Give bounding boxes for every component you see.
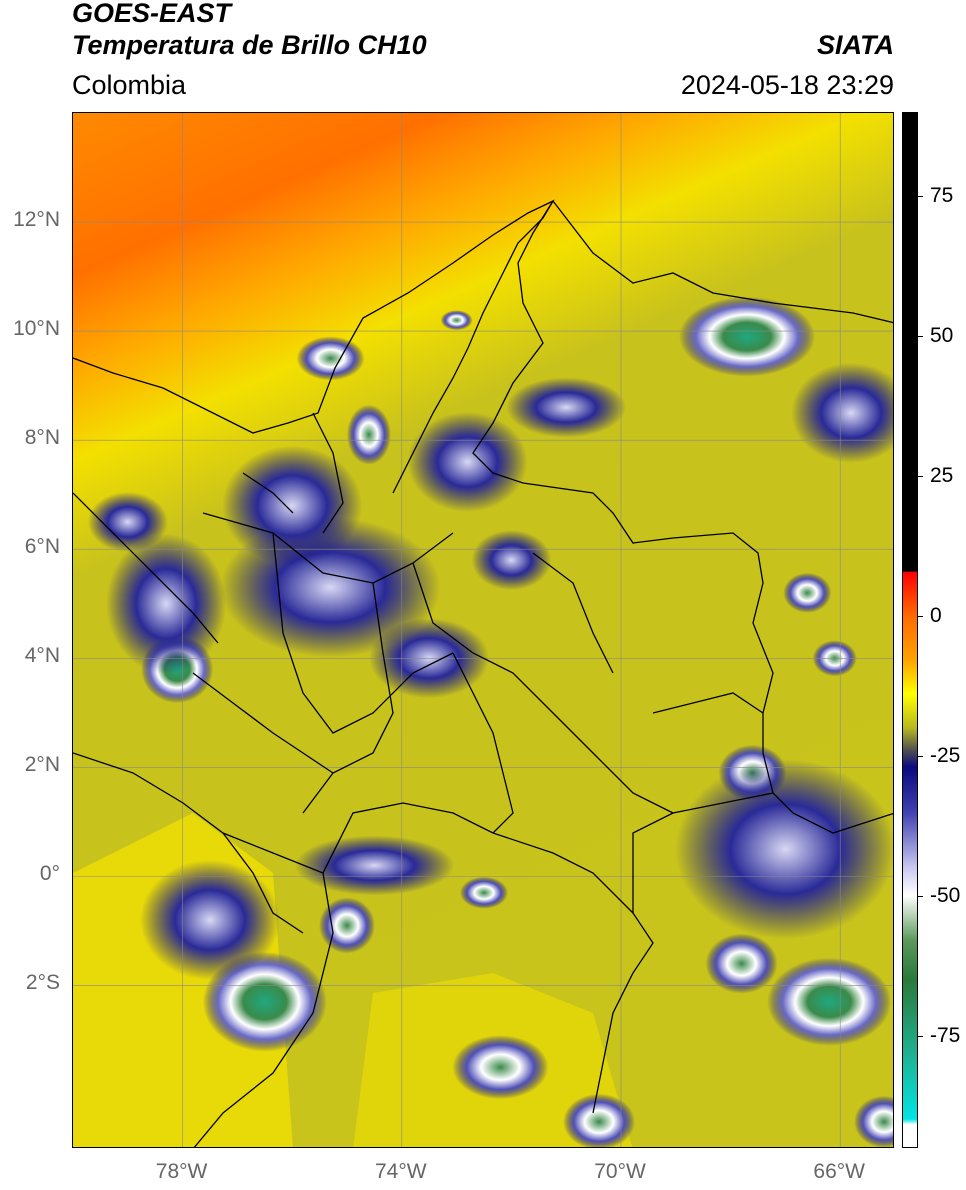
dept-11 bbox=[652, 692, 764, 714]
coastline-caribbean bbox=[73, 199, 555, 494]
cloud-system bbox=[783, 572, 832, 613]
lat-tick-label: 12°N bbox=[13, 208, 60, 232]
dept-10 bbox=[532, 552, 614, 674]
cloud-system bbox=[705, 933, 778, 994]
border-brazil bbox=[592, 792, 893, 1114]
colorbar-tick bbox=[917, 896, 923, 897]
cloud-system bbox=[767, 957, 892, 1046]
region-label: Colombia bbox=[72, 70, 187, 100]
colorbar-tick bbox=[917, 616, 923, 617]
cloud-system bbox=[675, 759, 893, 940]
cloud-system bbox=[140, 859, 280, 980]
dept-3 bbox=[302, 582, 394, 814]
colorbar-tick bbox=[917, 476, 923, 477]
dept-1 bbox=[202, 512, 454, 584]
border-peru bbox=[193, 802, 634, 1147]
cloud-systems bbox=[87, 296, 893, 1147]
colorbar-tick bbox=[917, 756, 923, 757]
cloud-system bbox=[87, 491, 168, 552]
product-subtitle: Temperatura de Brillo CH10 bbox=[72, 30, 427, 60]
cloud-system bbox=[791, 362, 893, 463]
cloud-system bbox=[346, 404, 391, 465]
agency-label: SIATA bbox=[817, 30, 894, 60]
lat-tick-label: 10°N bbox=[13, 317, 60, 341]
cloud-system bbox=[296, 336, 365, 381]
lat-tick-label: 6°N bbox=[24, 535, 60, 559]
colorbar bbox=[902, 112, 918, 1148]
border-ecuador bbox=[73, 752, 324, 874]
colorbar-tick-label: 75 bbox=[930, 184, 954, 207]
lon-tick-label: 70°W bbox=[594, 1160, 646, 1183]
cloud-system bbox=[440, 310, 473, 331]
cloud-system bbox=[679, 296, 816, 377]
lon-tick-label: 74°W bbox=[375, 1160, 427, 1183]
map-canvas bbox=[73, 113, 893, 1147]
cloud-system bbox=[452, 1035, 549, 1100]
lat-tick-label: 8°N bbox=[24, 426, 60, 450]
dept-9 bbox=[222, 832, 304, 934]
dept-4 bbox=[412, 562, 674, 814]
graticule bbox=[73, 113, 893, 1147]
product-title: GOES-EAST bbox=[72, 0, 232, 28]
cloud-system bbox=[460, 876, 508, 909]
colorbar-tick-label: -50 bbox=[930, 884, 961, 907]
colorbar-tick-label: 0 bbox=[930, 604, 942, 627]
lon-tick-label: 66°W bbox=[813, 1160, 865, 1183]
cloud-system bbox=[202, 951, 327, 1052]
cloud-system bbox=[563, 1093, 636, 1147]
timestamp: 2024-05-18 23:29 bbox=[680, 70, 894, 100]
cloud-system bbox=[854, 1095, 893, 1147]
colorbar-tick bbox=[917, 196, 923, 197]
colorbar-tick-label: 25 bbox=[930, 464, 954, 487]
dept-6 bbox=[312, 412, 344, 534]
borders bbox=[73, 199, 893, 1147]
lat-tick-label: 2°N bbox=[24, 753, 60, 777]
dept-2 bbox=[272, 532, 454, 734]
lon-tick-label: 78°W bbox=[155, 1160, 208, 1183]
cloud-system bbox=[471, 530, 552, 591]
dept-5 bbox=[452, 652, 514, 834]
lat-tick-label: 0° bbox=[39, 862, 60, 886]
border-panama bbox=[73, 492, 219, 644]
colorbar-tick bbox=[917, 336, 923, 337]
cloud-system bbox=[506, 377, 627, 438]
cloud-system bbox=[106, 533, 227, 674]
border-venezuela bbox=[472, 200, 774, 794]
dept-8 bbox=[192, 672, 334, 774]
border-venezuela-east bbox=[552, 200, 893, 324]
cloud-system bbox=[407, 411, 528, 512]
colorbar-tick-label: -25 bbox=[930, 744, 961, 767]
colorbar-tick-label: 50 bbox=[930, 324, 954, 347]
satellite-map[interactable] bbox=[72, 112, 894, 1148]
cloud-system bbox=[319, 897, 375, 954]
colorbar-tick bbox=[917, 1036, 923, 1037]
colorbar-tick-label: -75 bbox=[930, 1024, 961, 1047]
dept-7 bbox=[242, 472, 294, 514]
cloud-system bbox=[222, 445, 363, 566]
lat-tick-label: 4°N bbox=[24, 644, 60, 668]
lat-tick-label: 2°S bbox=[25, 971, 60, 995]
cloud-system bbox=[294, 835, 455, 896]
